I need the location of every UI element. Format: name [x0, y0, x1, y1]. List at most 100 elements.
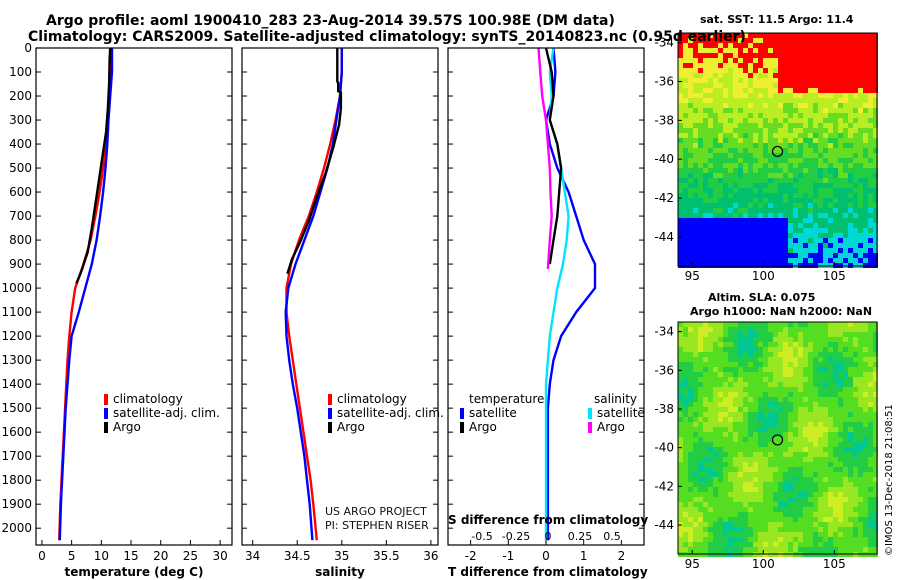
sla_map-cell: [868, 502, 873, 507]
sla_map-cell: [713, 462, 718, 467]
sst_map-cell: [853, 33, 858, 38]
sla_map-cell: [793, 342, 798, 347]
sst_map-cell: [733, 73, 738, 78]
sst_map-cell: [848, 78, 853, 83]
sla_map-cell: [828, 467, 833, 472]
sla_map-cell: [713, 347, 718, 352]
sst_map-cell: [728, 73, 733, 78]
sla_map-cell: [733, 442, 738, 447]
sst_map-cell: [793, 203, 798, 208]
sst_map-cell: [863, 168, 868, 173]
sst_map-cell: [728, 208, 733, 213]
sst_map-cell: [828, 208, 833, 213]
sst_map-cell: [753, 213, 758, 218]
salinity-frame: [241, 47, 439, 546]
sla_map-cell: [788, 472, 793, 477]
sst_map-cell: [868, 208, 873, 213]
sla_map-cell: [748, 542, 753, 547]
sla_map-cell: [683, 452, 688, 457]
sla_map-cell: [778, 537, 783, 542]
sla_map-cell: [838, 527, 843, 532]
sla_map-cell: [853, 482, 858, 487]
sst_map-cell: [793, 243, 798, 248]
sla_map-cell: [738, 382, 743, 387]
sst_map-cell: [838, 248, 843, 253]
sla_map-cell: [788, 452, 793, 457]
sla_map-cell: [753, 502, 758, 507]
sla_map-cell: [808, 367, 813, 372]
sst_map-cell: [758, 123, 763, 128]
sla_map-cell: [738, 477, 743, 482]
sst_map-cell: [808, 138, 813, 143]
sla_map-cell: [763, 387, 768, 392]
sst_map-cell: [833, 203, 838, 208]
sst_map-cell: [843, 48, 848, 53]
sla_map-cell: [828, 422, 833, 427]
sla_map-cell: [683, 342, 688, 347]
sla_map-cell: [723, 337, 728, 342]
sst_map-cell: [703, 213, 708, 218]
sst_map-cell: [833, 98, 838, 103]
sst_map-cell: [703, 38, 708, 43]
sla_map-cell: [828, 327, 833, 332]
sst_map-cell: [703, 208, 708, 213]
sla_map-cell: [718, 457, 723, 462]
sla_map-cell: [798, 342, 803, 347]
sst_map-cell: [763, 38, 768, 43]
sst_map-cell: [788, 228, 793, 233]
sst_map-cell: [693, 38, 698, 43]
sst_map-cell: [813, 158, 818, 163]
sla_map-cell: [848, 507, 853, 512]
sst_map-cell: [708, 108, 713, 113]
sst_map-cell: [838, 68, 843, 73]
sla_map-cell: [823, 547, 828, 552]
sst_map-cell: [868, 228, 873, 233]
sla_map-cell: [763, 327, 768, 332]
sst_map-cell: [738, 168, 743, 173]
sst_map-cell: [838, 163, 843, 168]
sla_map-cell: [768, 547, 773, 552]
map-layer: [678, 33, 878, 557]
sst_map-cell: [753, 133, 758, 138]
sla_map-cell: [808, 517, 813, 522]
sst_map-cell: [803, 253, 808, 258]
sla_map-cell: [838, 537, 843, 542]
sla_map-cell: [843, 407, 848, 412]
sst_map-cell: [768, 68, 773, 73]
sla_map-cell: [698, 407, 703, 412]
sst_map-cell: [803, 53, 808, 58]
sst_map-cell: [778, 183, 783, 188]
sla_map-cell: [743, 512, 748, 517]
sla_map-cell: [693, 512, 698, 517]
sst_map-cell: [768, 118, 773, 123]
sst_map-cell: [833, 213, 838, 218]
sst_map-cell: [858, 253, 863, 258]
sst_map-cell: [858, 238, 863, 243]
sla_map-cell: [778, 457, 783, 462]
sst_map-cell: [828, 58, 833, 63]
sla_map-cell: [713, 422, 718, 427]
sla_map-cell: [783, 527, 788, 532]
sla_map-cell: [843, 462, 848, 467]
salinity-legend-swatch: [328, 394, 332, 405]
sst_map-cell: [773, 138, 778, 143]
sla_map-cell: [743, 427, 748, 432]
sla_map-cell: [748, 457, 753, 462]
sla_map-cell: [723, 377, 728, 382]
sst_map-cell: [843, 158, 848, 163]
sst_map-cell: [803, 123, 808, 128]
sst_map-cell: [733, 148, 738, 153]
sla_map-cell: [773, 502, 778, 507]
sst_map-cell: [693, 228, 698, 233]
sla_map-cell: [773, 457, 778, 462]
sla_map-cell: [848, 462, 853, 467]
sla_map-cell: [743, 532, 748, 537]
sst_map-cell: [833, 53, 838, 58]
sla_map-cell: [828, 412, 833, 417]
sla_map-cell: [823, 522, 828, 527]
sst_map-cell: [858, 78, 863, 83]
sst_map-cell: [773, 98, 778, 103]
sst_map-cell: [753, 123, 758, 128]
sst_map-cell: [768, 138, 773, 143]
sla_map-cell: [678, 402, 683, 407]
